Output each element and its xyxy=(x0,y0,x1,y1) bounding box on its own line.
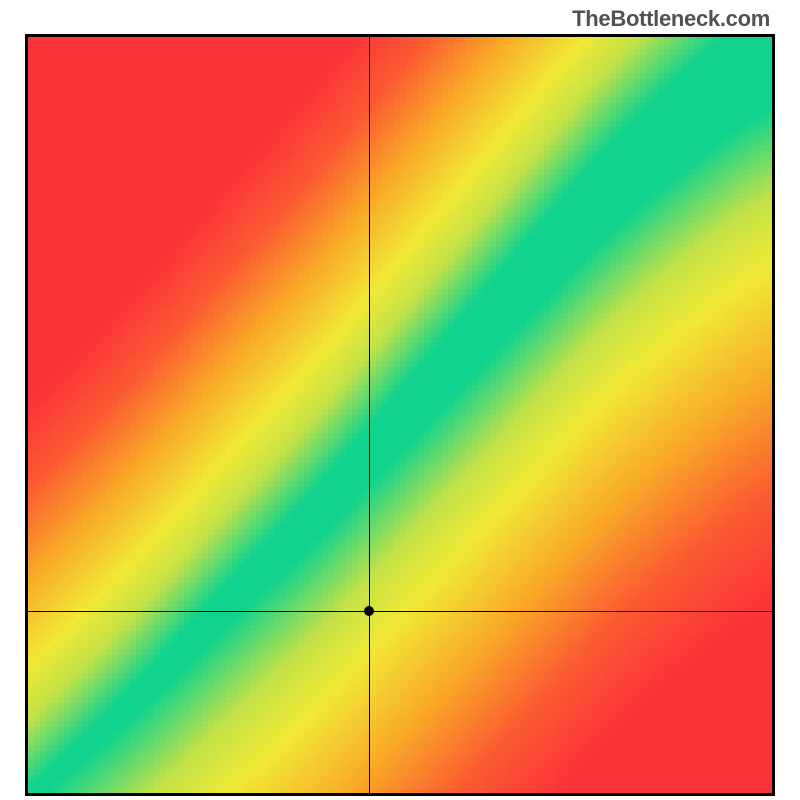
bottleneck-heatmap xyxy=(25,34,775,796)
crosshair-vertical xyxy=(369,37,370,793)
watermark: TheBottleneck.com xyxy=(572,6,770,32)
crosshair-horizontal xyxy=(28,611,772,612)
heatmap-canvas xyxy=(28,37,775,796)
crosshair-marker xyxy=(364,606,374,616)
